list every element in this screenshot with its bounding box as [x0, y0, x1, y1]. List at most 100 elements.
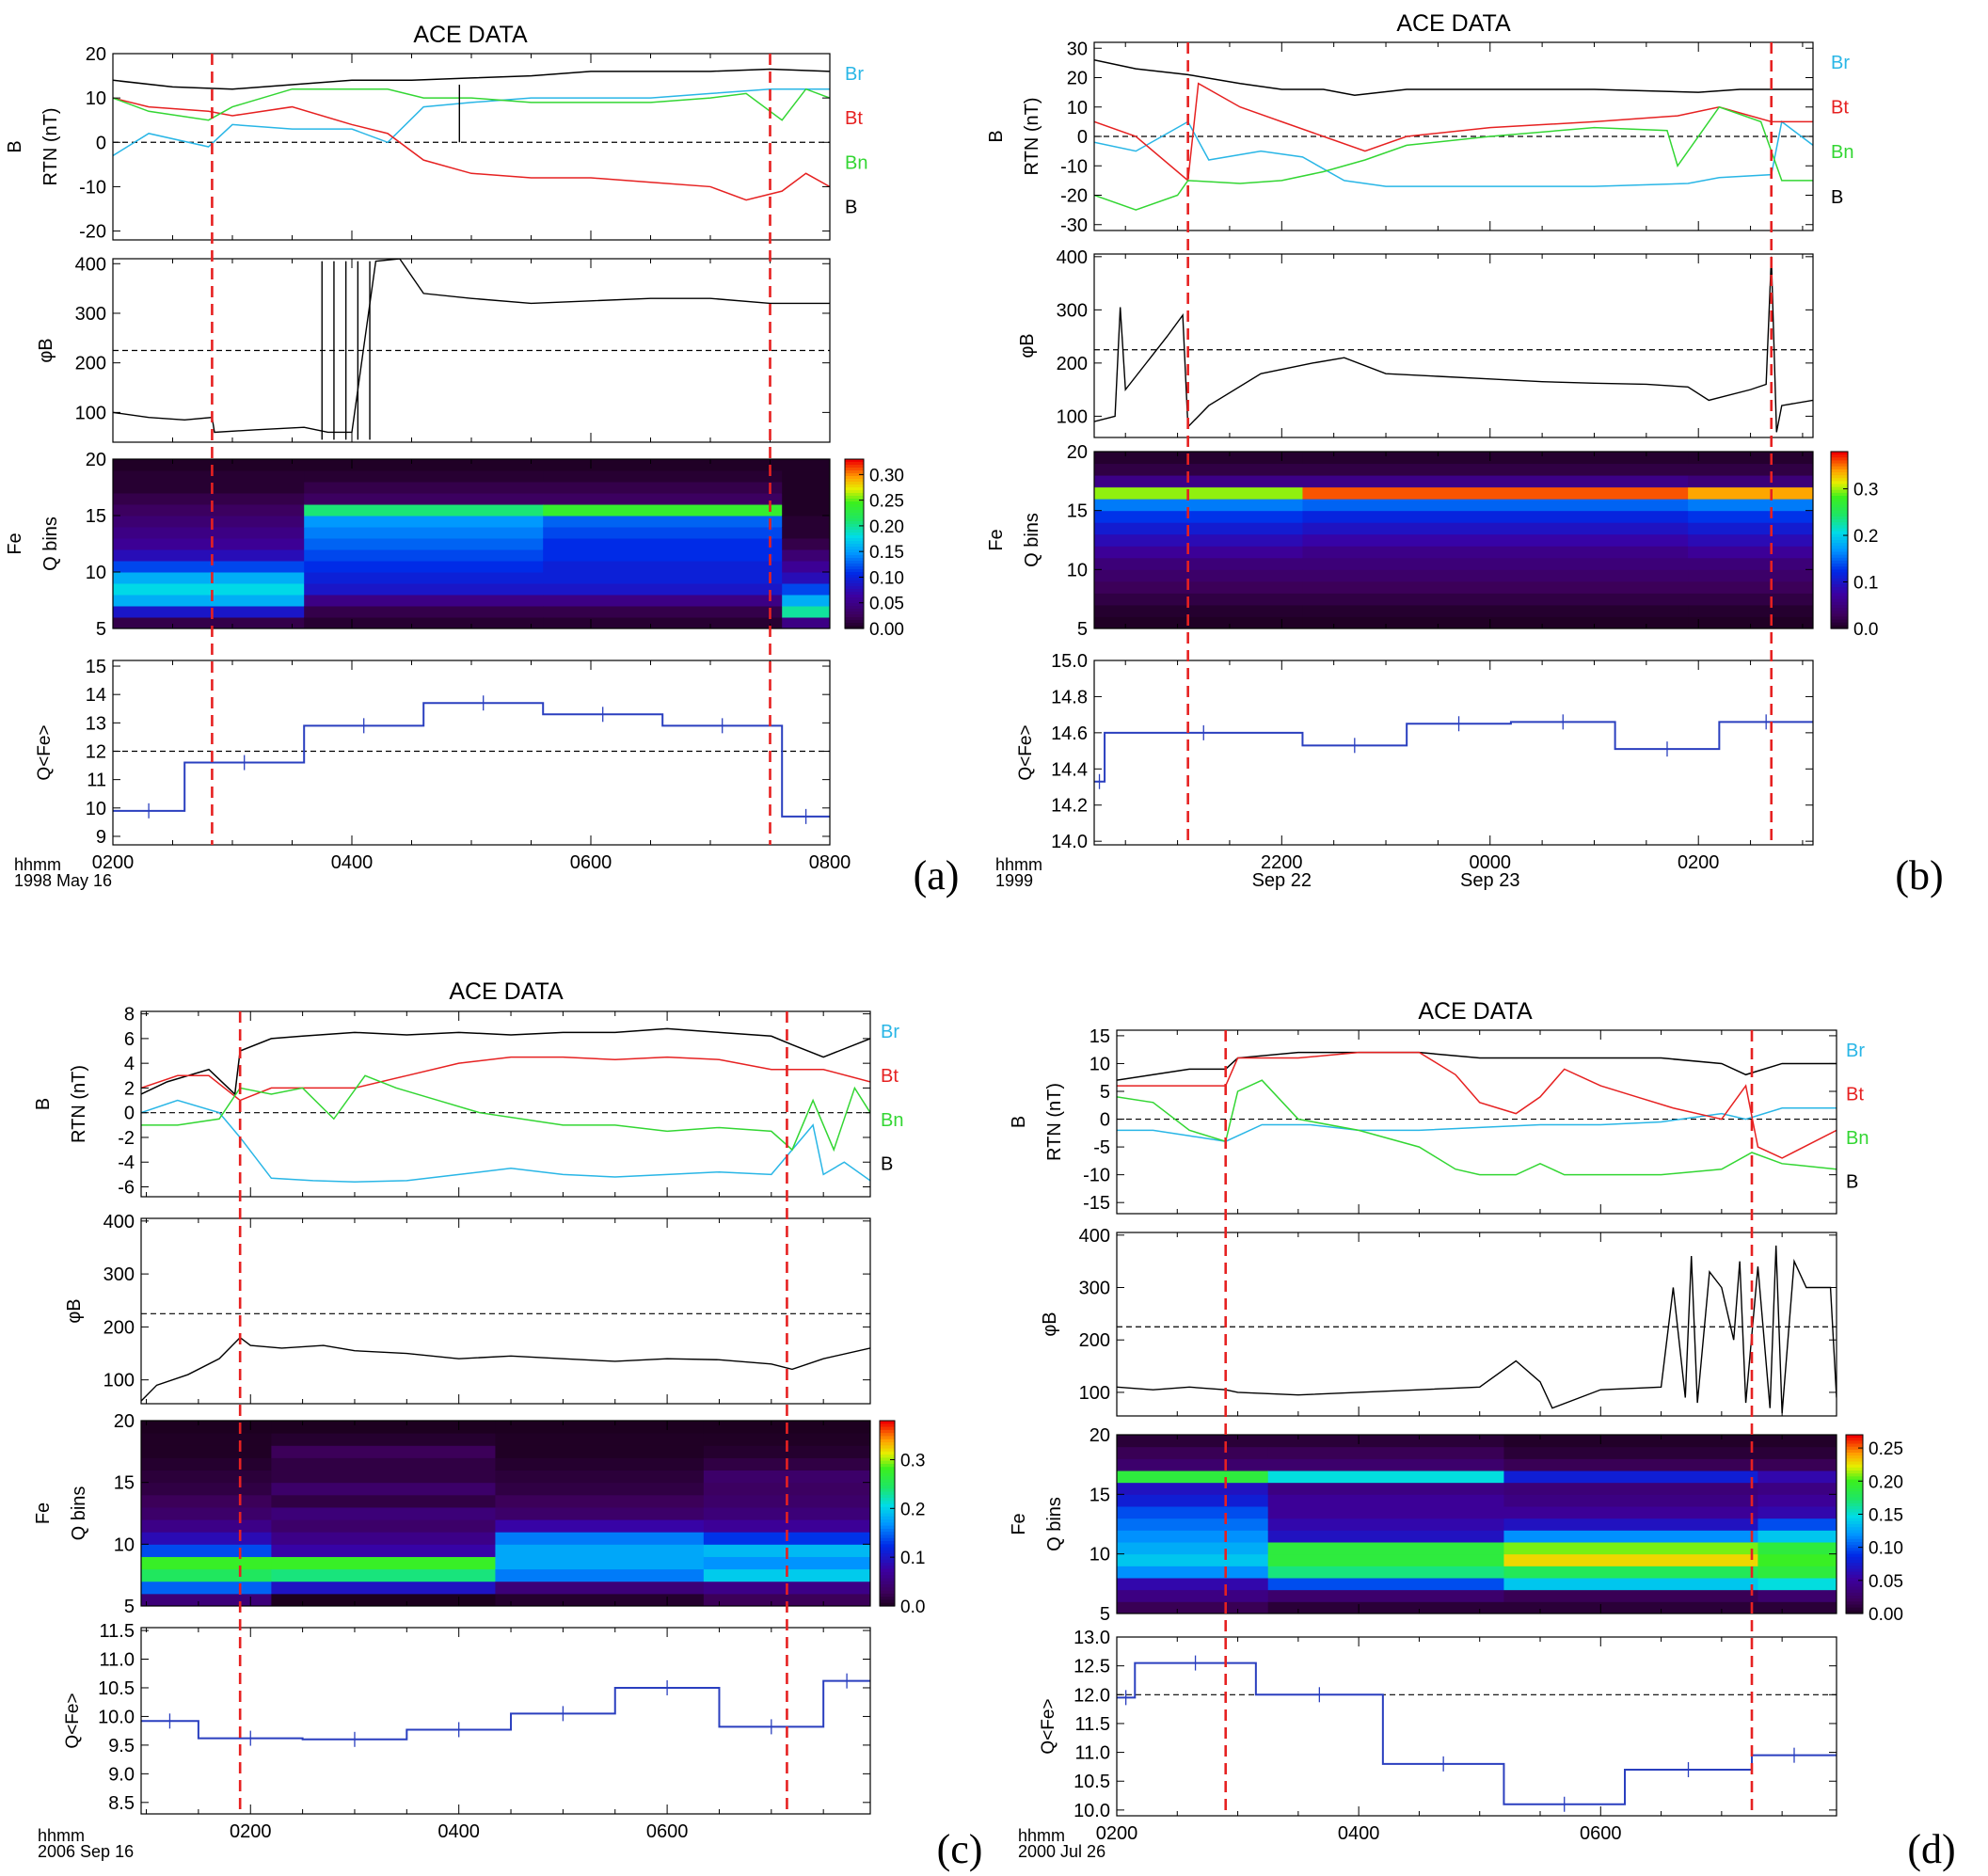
- qfe-step-line: [113, 702, 830, 818]
- heatmap-cell: [1094, 616, 1303, 628]
- colorbar-segment: [1846, 1550, 1863, 1555]
- colorbar-segment: [880, 1498, 895, 1502]
- x-tick-sublabel: Sep 22: [1252, 870, 1312, 891]
- colorbar-segment: [1831, 625, 1848, 629]
- heatmap-cell: [543, 617, 783, 628]
- phi-b-line: [141, 1336, 870, 1402]
- heatmap-cell: [271, 1445, 496, 1458]
- heatmap-cell: [1094, 604, 1303, 617]
- heatmap-cell: [1757, 1542, 1837, 1555]
- colorbar-tick-label: 0.10: [1869, 1539, 1903, 1559]
- panel-label: (b): [1895, 852, 1943, 898]
- colorbar-segment: [845, 600, 864, 604]
- heatmap-cell: [495, 1457, 705, 1471]
- plot-area: [1094, 59, 1813, 211]
- colorbar-segment: [880, 1547, 895, 1551]
- y-tick-label: -4: [118, 1153, 135, 1173]
- y-tick-label: 200: [103, 1317, 135, 1338]
- colorbar-segment: [880, 1433, 895, 1438]
- colorbar-segment: [880, 1482, 895, 1486]
- colorbar-segment: [845, 468, 864, 471]
- colorbar-segment: [845, 626, 864, 629]
- colorbar-segment: [845, 566, 864, 570]
- fe-q-panel: 0.30 0.25 0.20 0.15 0.10 0.05 0.00 20 15 10 5 Q bin…: [5, 450, 904, 640]
- colorbar-segment: [845, 541, 864, 545]
- series-line-br: [141, 1099, 870, 1183]
- heatmap-cell: [782, 459, 830, 471]
- y-tick-label: 10: [86, 88, 106, 109]
- colorbar-segment: [1846, 1578, 1863, 1582]
- colorbar-segment: [880, 1479, 895, 1484]
- colorbar-segment: [1846, 1524, 1863, 1528]
- heatmap-cell: [271, 1544, 496, 1557]
- phi-b-panel: 400 300 200 100 φB: [36, 254, 831, 443]
- heatmap-cell: [113, 617, 305, 628]
- colorbar-segment: [1831, 540, 1848, 544]
- colorbar-segment: [845, 623, 864, 627]
- heatmap-cell: [543, 516, 783, 528]
- colorbar-segment: [1831, 469, 1848, 473]
- colorbar-frame: [879, 1420, 896, 1607]
- heatmap-cell: [141, 1457, 272, 1471]
- heatmap-cell: [495, 1519, 705, 1533]
- heatmap-cell: [1302, 475, 1689, 488]
- heatmap-cell: [703, 1482, 870, 1496]
- colorbar-segment: [1831, 460, 1848, 465]
- colorbar-segment: [1846, 1467, 1863, 1471]
- colorbar-segment: [880, 1506, 895, 1511]
- heatmap-cell: [304, 561, 544, 573]
- colorbar-segment: [1831, 548, 1848, 553]
- heatmap-cell: [1302, 557, 1689, 570]
- colorbar-segment: [880, 1421, 895, 1424]
- plot-area: [141, 1312, 870, 1402]
- y-tick-label: 11.0: [1075, 1743, 1110, 1764]
- colorbar-segment: [1846, 1542, 1863, 1546]
- y-tick-label: 10: [86, 563, 106, 583]
- colorbar-segment: [880, 1501, 895, 1505]
- heatmap-cell: [1757, 1494, 1837, 1507]
- phi-b-panel: 400 300 200 100 φB: [64, 1212, 871, 1405]
- series-line-bn: [1117, 1079, 1837, 1176]
- heatmap-cell: [782, 561, 830, 573]
- colorbar-segment: [880, 1532, 895, 1536]
- heatmap-cell: [271, 1433, 496, 1446]
- colorbar-segment: [1846, 1586, 1863, 1591]
- colorbar-segment: [880, 1563, 895, 1566]
- heatmap-cell: [304, 583, 544, 596]
- series-line-b: [141, 1027, 870, 1096]
- y-tick-label: 12.0: [1074, 1685, 1110, 1706]
- colorbar-tick-label: 0.05: [869, 595, 904, 614]
- colorbar-segment: [880, 1467, 895, 1471]
- x-date-label: 2006 Sep 16: [38, 1842, 134, 1861]
- colorbar-segment: [1831, 551, 1848, 556]
- heatmap-cell: [1094, 486, 1303, 500]
- heatmap-cell: [1757, 1578, 1837, 1591]
- colorbar-segment: [845, 620, 864, 624]
- colorbar-segment: [880, 1476, 895, 1480]
- heatmap-cell: [782, 595, 830, 607]
- heatmap-cell: [495, 1544, 705, 1557]
- colorbar-segment: [1846, 1453, 1863, 1456]
- heatmap-cell: [304, 549, 544, 562]
- colorbar-segment: [1831, 601, 1848, 606]
- x-tick-label: 0800: [809, 852, 851, 873]
- heatmap-cell: [271, 1568, 496, 1582]
- colorbar-segment: [880, 1429, 895, 1434]
- colorbar-segment: [880, 1581, 895, 1585]
- colorbar-segment: [1831, 507, 1848, 512]
- y-tick-label: 10.0: [98, 1707, 135, 1727]
- fe-q-panel: 0.3 0.2 0.1 0.0 20 15 10 5 Q bins Fe: [33, 1411, 925, 1617]
- heatmap-cell: [1688, 604, 1813, 617]
- y-tick-label: 9.5: [108, 1736, 135, 1757]
- colorbar-segment: [1846, 1473, 1863, 1477]
- heatmap-cell: [304, 595, 544, 607]
- colorbar-segment: [845, 476, 864, 480]
- colorbar-segment: [845, 510, 864, 514]
- heatmap-cell: [1302, 463, 1689, 476]
- colorbar-segment: [1846, 1581, 1863, 1584]
- colorbar-segment: [880, 1568, 895, 1573]
- heatmap-cell: [495, 1568, 705, 1582]
- colorbar-tick-label: 0.15: [1869, 1505, 1903, 1525]
- heatmap-cell: [1267, 1578, 1504, 1591]
- colorbar-segment: [880, 1448, 895, 1453]
